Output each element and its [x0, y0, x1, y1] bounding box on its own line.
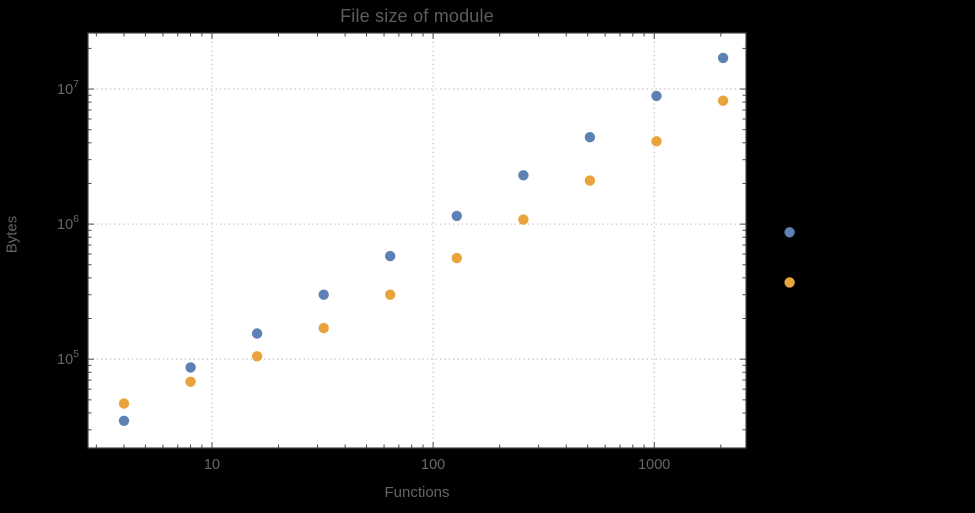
data-point-blue: [651, 90, 662, 102]
y-tick-label: 105: [57, 348, 79, 368]
data-point-blue: [251, 328, 263, 339]
chart-title: File size of module: [340, 6, 494, 26]
data-point-blue: [584, 132, 596, 143]
x-axis-label: Functions: [384, 484, 450, 501]
y-tick-label: 107: [57, 78, 79, 98]
data-point-orange: [118, 398, 130, 409]
data-point-blue: [451, 210, 462, 222]
y-axis-label: Bytes: [3, 215, 21, 254]
data-point-orange: [518, 214, 529, 225]
data-point-orange: [451, 252, 462, 264]
data-point-blue: [784, 227, 795, 238]
data-point-blue: [717, 52, 729, 64]
data-point-orange: [717, 95, 729, 106]
data-point-orange: [784, 277, 795, 288]
x-tick-label: 10: [204, 457, 220, 473]
data-point-blue: [185, 362, 196, 373]
data-point-orange: [584, 175, 596, 186]
data-point-orange: [251, 351, 263, 362]
data-point-blue: [318, 289, 329, 300]
x-tick-label: 1000: [638, 457, 670, 473]
data-point-orange: [185, 376, 196, 387]
plot-area: [88, 33, 746, 448]
data-point-blue: [518, 170, 529, 181]
data-point-orange: [385, 289, 396, 300]
data-point-blue: [118, 415, 130, 426]
x-tick-label: 100: [421, 457, 445, 473]
data-point-blue: [385, 250, 396, 262]
plot-frame: [87, 32, 747, 449]
data-point-orange: [651, 136, 662, 147]
data-point-orange: [318, 322, 329, 334]
y-tick-label: 106: [57, 213, 79, 233]
